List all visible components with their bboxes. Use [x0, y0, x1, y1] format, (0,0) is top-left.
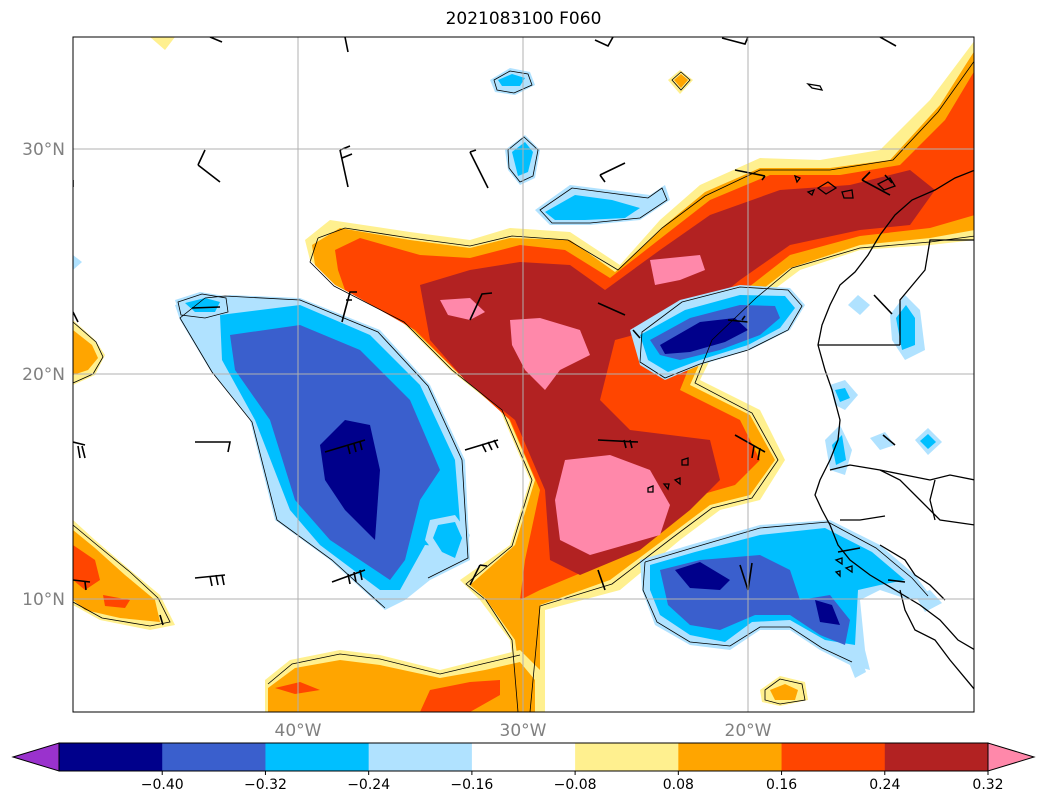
contour-lines: [73, 60, 974, 712]
lon-label-30w: 30°W: [500, 721, 547, 741]
colorbar-cell: [59, 743, 163, 771]
gridlines: [73, 37, 974, 712]
colorbar-tick-label: 0.24: [869, 777, 900, 793]
wind-barbs: [73, 37, 906, 626]
map-title: 2021083100 F060: [445, 9, 602, 29]
colorbar-tick-label: −0.24: [347, 777, 390, 793]
coastlines: [647, 83, 974, 690]
colorbar-cell: [471, 743, 576, 771]
colorbar-tick-label: 0.32: [972, 777, 1003, 793]
colorbar-cell: [575, 743, 679, 771]
lon-label-20w: 20°W: [725, 721, 772, 741]
colorbar: −0.40 −0.32 −0.24 −0.16 −0.08 0.08 0.16 0.24 0.3…: [11, 742, 1036, 793]
colorbar-cell: [368, 743, 473, 771]
colorbar-tick-label: −0.08: [554, 777, 597, 793]
lat-label-20n: 20°N: [22, 365, 65, 385]
colorbar-tick-label: −0.32: [244, 777, 287, 793]
plot-frame: [72, 36, 975, 713]
colorbar-tick-label: 0.16: [766, 777, 797, 793]
colorbar-cell: [678, 743, 783, 771]
lon-label-40w: 40°W: [275, 721, 322, 741]
colorbar-tick-label: −0.16: [450, 777, 493, 793]
colorbar-extend-low: [11, 742, 60, 772]
colorbar-cell: [265, 743, 370, 771]
colorbar-cell: [162, 743, 266, 771]
colorbar-cell: [884, 743, 989, 771]
lat-label-10n: 10°N: [22, 590, 65, 610]
colorbar-tick-label: 0.08: [663, 777, 694, 793]
colorbar-tick-label: −0.40: [141, 777, 184, 793]
lat-label-30n: 30°N: [22, 140, 65, 160]
colorbar-cell: [781, 743, 886, 771]
colorbar-extend-high: [987, 742, 1036, 772]
